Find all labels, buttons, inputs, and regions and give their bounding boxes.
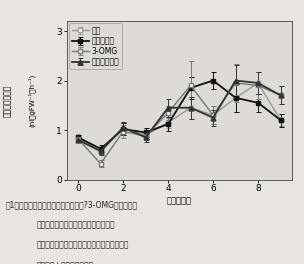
Text: 供試品種と小花を保持する条件は表２と同様: 供試品種と小花を保持する条件は表２と同様 [36,240,129,249]
X-axis label: 収穮後日数: 収穮後日数 [167,196,192,205]
Text: 値は平均±標準誤差を示す: 値は平均±標準誤差を示す [36,260,94,264]
Legend: 対照, グルコース, 3-OMG, マンニトール: 対照, グルコース, 3-OMG, マンニトール [69,23,122,69]
Text: (nl・gFW⁻¹・h⁻¹): (nl・gFW⁻¹・h⁻¹) [27,74,35,127]
Text: エチレン生成量: エチレン生成量 [3,84,12,116]
Text: が小花のエチレン生成量に及ぼす影響: が小花のエチレン生成量に及ぼす影響 [36,220,115,229]
Text: 図1　マンニトール、グルコースおよ?3-OMGの連続処理: 図1 マンニトール、グルコースおよ?3-OMGの連続処理 [6,201,138,210]
